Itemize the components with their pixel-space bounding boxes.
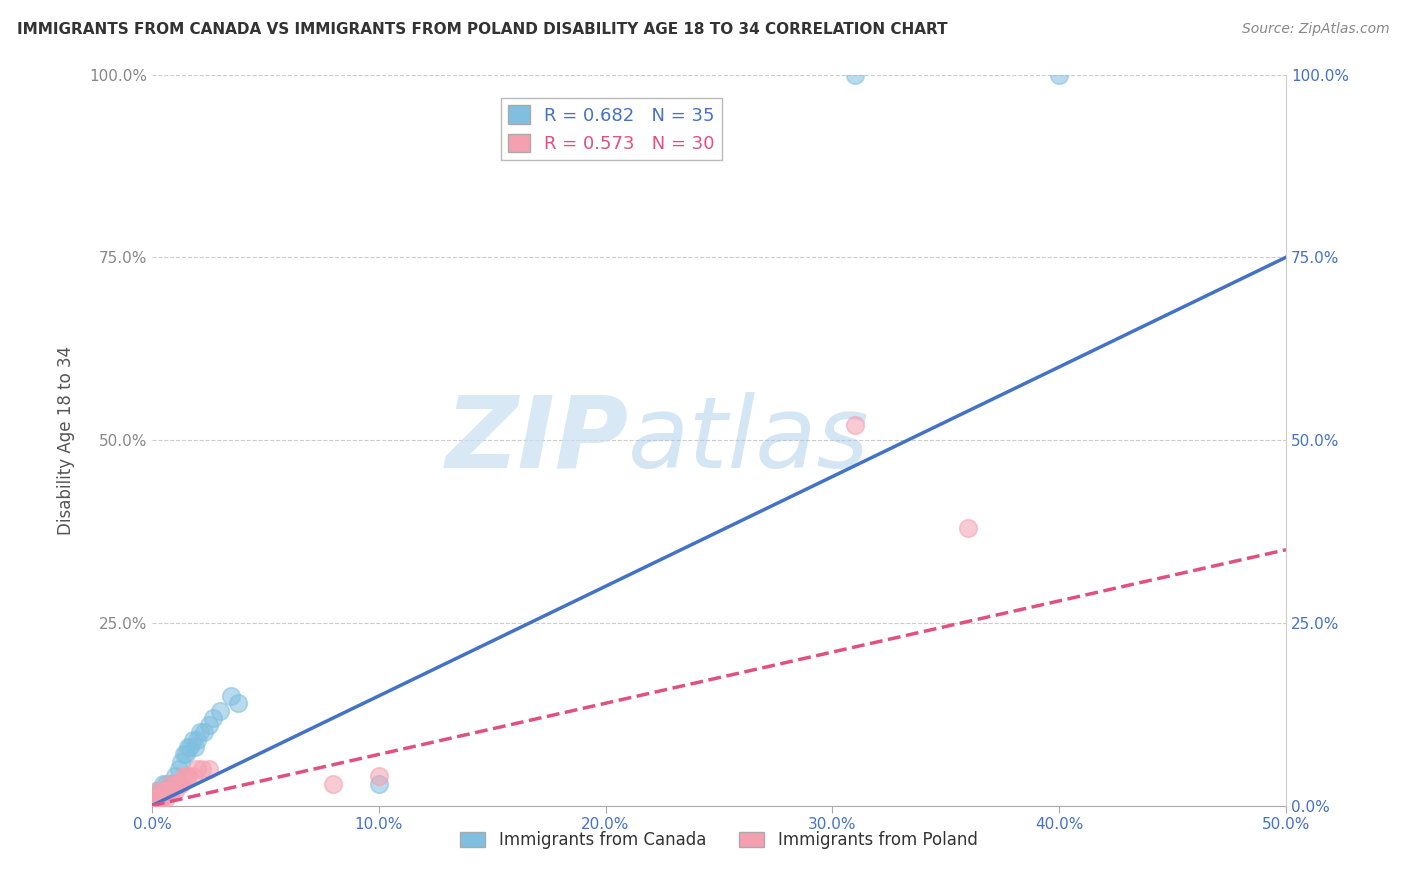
Point: [150, 784, 173, 798]
Point: [221, 689, 243, 703]
Text: atlas: atlas: [628, 392, 870, 489]
Point: [184, 740, 207, 755]
Point: [156, 784, 179, 798]
Point: [174, 769, 197, 783]
Point: [191, 762, 214, 776]
Point: [148, 784, 170, 798]
Point: [167, 762, 190, 776]
Point: [186, 762, 208, 776]
Point: [181, 769, 204, 783]
Point: [844, 418, 866, 433]
Point: [193, 725, 215, 739]
Point: [179, 740, 201, 755]
Point: [226, 696, 249, 710]
Point: [197, 762, 219, 776]
Text: ZIP: ZIP: [446, 392, 628, 489]
Point: [167, 777, 190, 791]
Point: [197, 718, 219, 732]
Point: [170, 755, 193, 769]
Point: [145, 784, 167, 798]
Point: [367, 769, 389, 783]
Point: [162, 777, 184, 791]
Point: [155, 784, 177, 798]
Point: [143, 791, 166, 805]
Point: [148, 791, 170, 805]
Point: [173, 747, 195, 762]
Point: [202, 711, 225, 725]
Point: [177, 740, 200, 755]
Point: [166, 777, 188, 791]
Y-axis label: Disability Age 18 to 34: Disability Age 18 to 34: [58, 345, 75, 534]
Point: [844, 68, 866, 82]
Point: [1047, 68, 1070, 82]
Point: [208, 704, 231, 718]
Point: [163, 777, 186, 791]
Point: [159, 777, 181, 791]
Point: [162, 784, 184, 798]
Point: [159, 784, 181, 798]
Point: [322, 777, 344, 791]
Point: [148, 791, 170, 805]
Point: [170, 777, 193, 791]
Point: [152, 784, 174, 798]
Point: [148, 784, 170, 798]
Point: [163, 777, 186, 791]
Text: IMMIGRANTS FROM CANADA VS IMMIGRANTS FROM POLAND DISABILITY AGE 18 TO 34 CORRELA: IMMIGRANTS FROM CANADA VS IMMIGRANTS FRO…: [17, 22, 948, 37]
Point: [155, 784, 177, 798]
Point: [957, 521, 980, 535]
Point: [159, 777, 181, 791]
Point: [150, 791, 173, 805]
Point: [152, 784, 174, 798]
Point: [155, 777, 177, 791]
Point: [174, 747, 197, 762]
Text: Source: ZipAtlas.com: Source: ZipAtlas.com: [1241, 22, 1389, 37]
Point: [163, 784, 186, 798]
Point: [150, 784, 173, 798]
Point: [181, 732, 204, 747]
Point: [367, 777, 389, 791]
Point: [156, 784, 179, 798]
Point: [145, 791, 167, 805]
Point: [152, 777, 174, 791]
Point: [145, 791, 167, 805]
Point: [150, 791, 173, 805]
Point: [173, 769, 195, 783]
Point: [152, 791, 174, 805]
Point: [188, 725, 211, 739]
Point: [177, 769, 200, 783]
Point: [155, 791, 177, 805]
Point: [186, 732, 208, 747]
Point: [163, 769, 186, 783]
Legend: R = 0.682   N = 35, R = 0.573   N = 30: R = 0.682 N = 35, R = 0.573 N = 30: [501, 98, 723, 161]
Point: [143, 791, 166, 805]
